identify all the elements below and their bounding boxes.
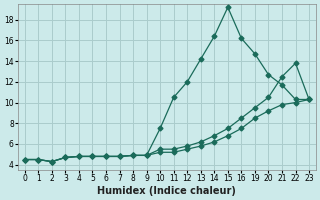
X-axis label: Humidex (Indice chaleur): Humidex (Indice chaleur) bbox=[98, 186, 236, 196]
